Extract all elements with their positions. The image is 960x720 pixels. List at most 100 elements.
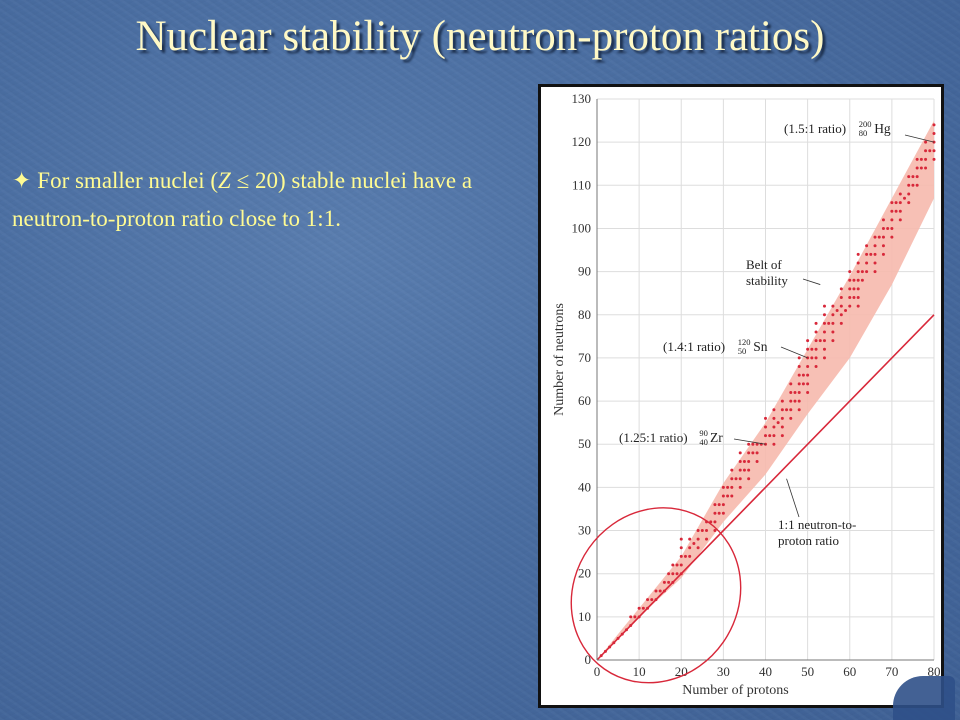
stable-nucleus-point bbox=[772, 434, 776, 438]
stable-nucleus-point bbox=[620, 632, 624, 636]
stable-nucleus-point bbox=[856, 278, 860, 282]
stable-nucleus-point bbox=[713, 511, 717, 515]
x-tick-label: 10 bbox=[633, 664, 646, 679]
zr-annotation-mass-number: 90 bbox=[699, 428, 708, 438]
bullet-text: ✦ For smaller nuclei (Z ≤ 20) stable nucl… bbox=[12, 162, 512, 238]
hg-annotation-symbol: Hg bbox=[874, 121, 891, 136]
stable-nucleus-point bbox=[848, 278, 852, 282]
stable-nucleus-point bbox=[822, 321, 826, 325]
stable-nucleus-point bbox=[852, 296, 856, 300]
stable-nucleus-point bbox=[726, 485, 730, 489]
belt-leader-line bbox=[802, 278, 821, 285]
stable-nucleus-point bbox=[797, 373, 801, 377]
stable-nucleus-point bbox=[932, 149, 936, 153]
stable-nucleus-point bbox=[721, 494, 725, 498]
stable-nucleus-point bbox=[881, 235, 885, 239]
stable-nucleus-point bbox=[730, 468, 734, 472]
sn-annotation-leader-line bbox=[780, 346, 808, 359]
stable-nucleus-point bbox=[785, 408, 789, 412]
stable-nucleus-point bbox=[646, 606, 650, 610]
y-tick-label: 120 bbox=[572, 134, 592, 149]
stable-nucleus-point bbox=[932, 123, 936, 127]
stable-nucleus-point bbox=[624, 628, 628, 632]
stable-nucleus-point bbox=[713, 529, 717, 533]
stable-nucleus-point bbox=[822, 330, 826, 334]
stable-nucleus-point bbox=[780, 434, 784, 438]
stable-nucleus-point bbox=[633, 615, 637, 619]
stable-nucleus-point bbox=[679, 554, 683, 558]
stable-nucleus-point bbox=[700, 529, 704, 533]
stable-nucleus-point bbox=[806, 339, 810, 343]
x-tick-label: 70 bbox=[885, 664, 898, 679]
stable-nucleus-point bbox=[924, 149, 928, 153]
y-tick-label: 100 bbox=[572, 220, 592, 235]
stable-nucleus-point bbox=[688, 554, 692, 558]
stable-nucleus-point bbox=[806, 365, 810, 369]
stable-nucleus-point bbox=[734, 477, 738, 481]
stable-nucleus-point bbox=[671, 580, 675, 584]
stable-nucleus-point bbox=[755, 442, 759, 446]
stable-nucleus-point bbox=[713, 503, 717, 507]
stable-nucleus-point bbox=[755, 451, 759, 455]
y-tick-label: 110 bbox=[572, 177, 591, 192]
stable-nucleus-point bbox=[932, 132, 936, 136]
stable-nucleus-point bbox=[873, 252, 877, 256]
stable-nucleus-point bbox=[810, 347, 814, 351]
y-tick-label: 80 bbox=[578, 307, 591, 322]
stable-nucleus-point bbox=[793, 390, 797, 394]
stable-nucleus-point bbox=[692, 541, 696, 545]
stable-nucleus-point bbox=[667, 580, 671, 584]
bullet-text-part-1: For smaller nuclei ( bbox=[37, 168, 219, 193]
stable-nucleus-point bbox=[865, 270, 869, 274]
stable-nucleus-point bbox=[603, 649, 607, 653]
x-tick-label: 40 bbox=[759, 664, 772, 679]
stable-nucleus-point bbox=[865, 252, 869, 256]
y-tick-label: 90 bbox=[578, 264, 591, 279]
stable-nucleus-point bbox=[721, 503, 725, 507]
stable-nucleus-point bbox=[898, 192, 902, 196]
stable-nucleus-point bbox=[738, 477, 742, 481]
stable-nucleus-point bbox=[679, 537, 683, 541]
stable-nucleus-point bbox=[919, 166, 923, 170]
stable-nucleus-point bbox=[919, 157, 923, 161]
stable-nucleus-point bbox=[877, 235, 881, 239]
stable-nucleus-point bbox=[898, 218, 902, 222]
stable-nucleus-point bbox=[856, 261, 860, 265]
stable-nucleus-point bbox=[675, 572, 679, 576]
x-tick-label: 0 bbox=[594, 664, 601, 679]
y-tick-label: 130 bbox=[572, 91, 592, 106]
stable-nucleus-point bbox=[827, 321, 831, 325]
stable-nucleus-point bbox=[856, 304, 860, 308]
stable-nucleus-point bbox=[671, 563, 675, 567]
stable-nucleus-point bbox=[818, 339, 822, 343]
y-tick-label: 40 bbox=[578, 479, 591, 494]
stable-nucleus-point bbox=[869, 252, 873, 256]
sn-annotation-symbol: Sn bbox=[753, 339, 768, 354]
stable-nucleus-point bbox=[705, 529, 709, 533]
stable-nucleus-point bbox=[839, 296, 843, 300]
stable-nucleus-point bbox=[915, 157, 919, 161]
belt-label-line-2: stability bbox=[746, 273, 788, 288]
y-tick-label: 50 bbox=[578, 436, 591, 451]
stable-nucleus-point bbox=[629, 615, 633, 619]
stable-nucleus-point bbox=[873, 244, 877, 248]
stable-nucleus-point bbox=[873, 261, 877, 265]
stable-nucleus-point bbox=[662, 589, 666, 593]
stable-nucleus-point bbox=[915, 175, 919, 179]
stable-nucleus-point bbox=[671, 572, 675, 576]
stable-nucleus-point bbox=[831, 339, 835, 343]
y-axis-label: Number of neutrons bbox=[552, 303, 567, 416]
stable-nucleus-point bbox=[747, 477, 751, 481]
stable-nucleus-point bbox=[898, 209, 902, 213]
stable-nucleus-point bbox=[924, 140, 928, 144]
x-tick-label: 60 bbox=[843, 664, 856, 679]
stable-nucleus-point bbox=[822, 347, 826, 351]
stable-nucleus-point bbox=[865, 244, 869, 248]
stable-nucleus-point bbox=[696, 529, 700, 533]
hg-annotation-leader-line bbox=[904, 134, 935, 143]
stable-nucleus-point bbox=[654, 589, 658, 593]
stable-nucleus-point bbox=[844, 308, 848, 312]
stable-nucleus-point bbox=[898, 201, 902, 205]
stable-nucleus-point bbox=[839, 321, 843, 325]
stable-nucleus-point bbox=[683, 554, 687, 558]
